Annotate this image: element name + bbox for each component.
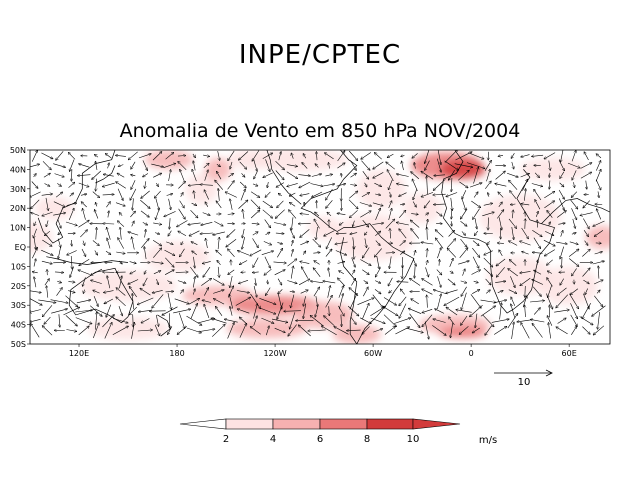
latitude-label: 40N	[10, 165, 26, 174]
colorbar-unit: m/s	[479, 435, 497, 446]
colorbar-label: 4	[270, 434, 276, 445]
latitude-label: 30N	[10, 185, 26, 194]
latitude-labels: 50N 40N 30N 20N 10N EQ 10S 20S 30S 40S 50S	[10, 146, 30, 349]
colorbar-segment	[179, 418, 227, 430]
colorbar-label: 10	[407, 434, 420, 445]
main-title: INPE/CPTEC	[238, 40, 402, 70]
latitude-label: 10S	[11, 262, 26, 271]
colorbar-segment	[225, 418, 274, 430]
longitude-labels: 120E 180 120W 60W 0 60E	[69, 344, 577, 358]
longitude-label: 0	[469, 349, 474, 358]
colorbar-segment	[412, 418, 461, 430]
colorbar-label: 8	[364, 434, 370, 445]
longitude-label: 180	[169, 349, 184, 358]
longitude-label: 60E	[562, 349, 577, 358]
colorbar-label: 2	[223, 434, 229, 445]
colorbar-segment	[366, 418, 414, 430]
colorbar-segment	[272, 418, 321, 430]
map-area	[30, 150, 610, 344]
longitude-label: 120E	[69, 349, 89, 358]
latitude-label: 50S	[11, 340, 26, 349]
colorbar: 2 4 6 8 10 m/s	[179, 418, 497, 446]
longitude-label: 60W	[364, 349, 382, 358]
latitude-label: 50N	[10, 146, 26, 155]
colorbar-segment	[319, 418, 368, 430]
map-subtitle: Anomalia de Vento em 850 hPa NOV/2004	[119, 120, 521, 142]
reference-vector: 10	[494, 369, 553, 388]
latitude-label: 30S	[11, 301, 26, 310]
colorbar-label: 6	[317, 434, 323, 445]
wind-vectors	[30, 150, 606, 339]
longitude-label: 120W	[263, 349, 286, 358]
latitude-label: 10N	[10, 224, 26, 233]
latitude-label: 40S	[11, 321, 26, 330]
latitude-label: 20N	[10, 204, 26, 213]
latitude-label: 20S	[11, 282, 26, 291]
latitude-label: EQ	[15, 243, 26, 252]
reference-vector-label: 10	[518, 377, 531, 388]
